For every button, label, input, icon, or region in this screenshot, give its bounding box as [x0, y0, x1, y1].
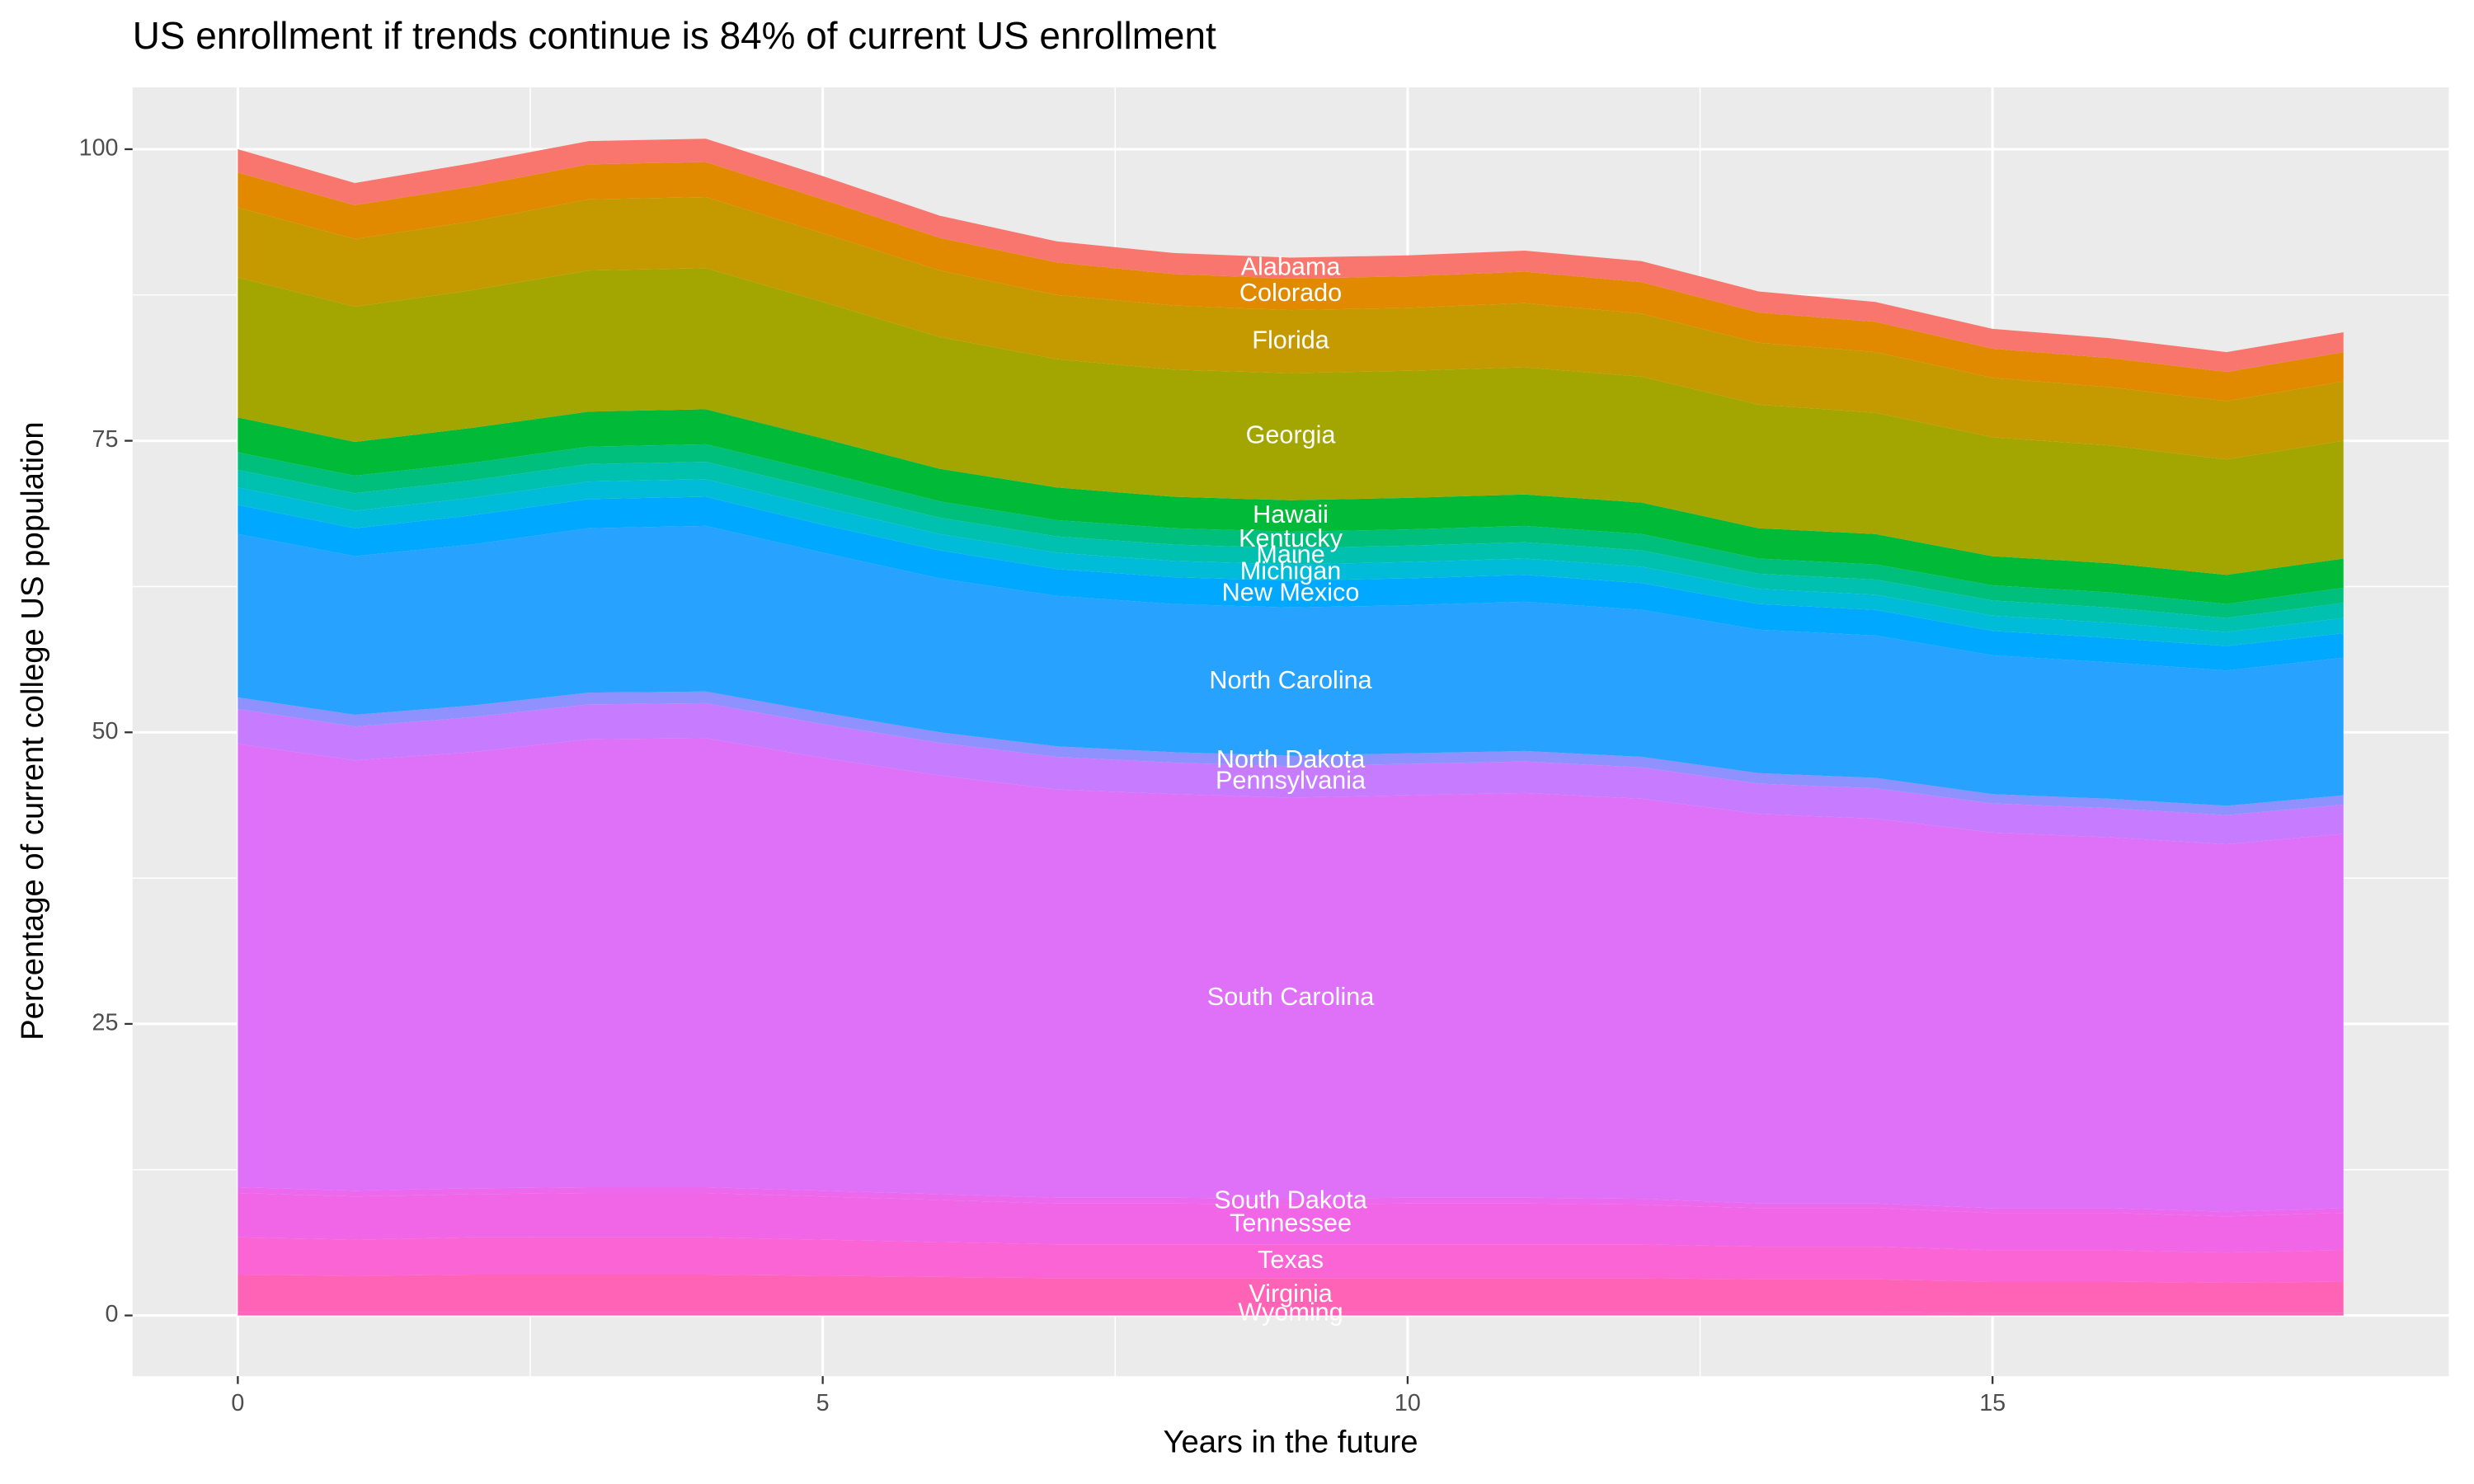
- area: [238, 496, 2344, 671]
- x-tick-label: 10: [1395, 1390, 1421, 1416]
- y-tick-label: 50: [92, 718, 119, 744]
- area-label: Hawaii: [1253, 500, 1329, 528]
- area-label: Pennsylvania: [1216, 766, 1366, 794]
- x-tick-label: 5: [816, 1390, 830, 1416]
- area-label: Maine: [1256, 541, 1324, 569]
- area-label: South Carolina: [1207, 983, 1375, 1011]
- y-tick-label: 25: [92, 1010, 119, 1036]
- axes: 0 5 10 15 0 25 50 75 100: [79, 135, 2006, 1417]
- x-tick-label: 15: [1979, 1390, 2006, 1416]
- x-tick-label: 0: [231, 1390, 244, 1416]
- area: [238, 479, 2344, 646]
- area-label: Tennessee: [1230, 1209, 1352, 1237]
- area: [238, 444, 2344, 618]
- area: [238, 525, 2344, 806]
- area-label: New Mexico: [1222, 579, 1360, 607]
- area-label: North Carolina: [1209, 666, 1372, 694]
- area: [238, 1312, 2344, 1316]
- area: [238, 1186, 2344, 1217]
- area-label: South Dakota: [1214, 1186, 1367, 1214]
- area: [238, 691, 2344, 815]
- area: [238, 1193, 2344, 1253]
- area-label: Texas: [1258, 1246, 1324, 1274]
- y-tick-label: 75: [92, 426, 119, 453]
- area: [238, 1275, 2344, 1313]
- area: [238, 162, 2344, 402]
- y-axis-title: Percentage of current college US populat…: [15, 421, 50, 1040]
- area-label: Alabama: [1241, 252, 1342, 280]
- area: [238, 1237, 2344, 1283]
- area: [238, 702, 2344, 845]
- area-label: North Dakota: [1216, 745, 1366, 773]
- areas: [238, 139, 2344, 1316]
- area-label: Virginia: [1249, 1280, 1333, 1308]
- y-tick-label: 100: [79, 135, 119, 162]
- area-label: Kentucky: [1239, 524, 1343, 552]
- x-axis-title: Years in the future: [1164, 1425, 1418, 1460]
- area-label: Michigan: [1240, 557, 1342, 585]
- y-tick-label: 0: [106, 1301, 119, 1327]
- area: [238, 196, 2344, 460]
- area-label: Georgia: [1246, 421, 1337, 449]
- area: [238, 738, 2344, 1212]
- area: [238, 139, 2344, 373]
- area-label: Florida: [1252, 326, 1330, 354]
- area-label: Colorado: [1239, 279, 1342, 307]
- chart-title: US enrollment if trends continue is 84% …: [133, 14, 1216, 57]
- area: [238, 409, 2344, 604]
- area-label: Wyoming: [1238, 1298, 1343, 1327]
- area: [238, 268, 2344, 575]
- area: [238, 462, 2344, 632]
